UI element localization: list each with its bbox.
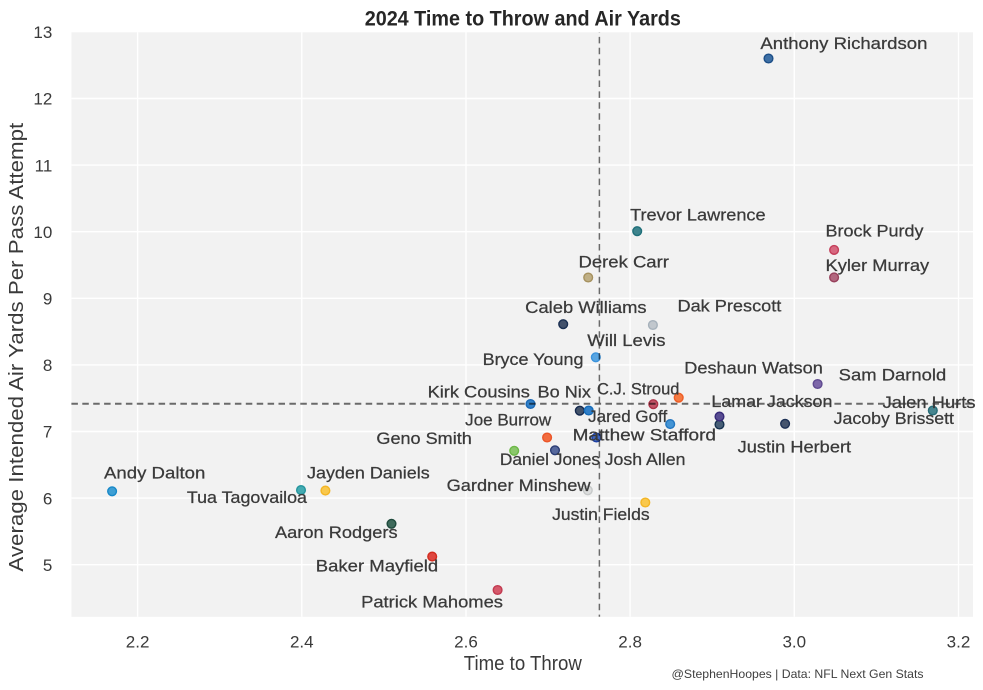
svg-text:Average Intended Air Yards Per: Average Intended Air Yards Per Pass Atte… xyxy=(6,122,28,571)
svg-text:Jared Goff: Jared Goff xyxy=(588,408,667,426)
svg-text:@StephenHoopes | Data: NFL Nex: @StephenHoopes | Data: NFL Next Gen Stat… xyxy=(672,667,924,681)
svg-text:Dak Prescott: Dak Prescott xyxy=(678,298,782,316)
svg-text:8: 8 xyxy=(43,356,52,375)
svg-text:Jacoby Brissett: Jacoby Brissett xyxy=(834,410,955,428)
svg-text:Trevor Lawrence: Trevor Lawrence xyxy=(630,207,766,225)
svg-text:2.4: 2.4 xyxy=(290,633,314,652)
svg-text:Aaron Rodgers: Aaron Rodgers xyxy=(275,524,398,542)
svg-text:2024 Time to Throw and Air Yar: 2024 Time to Throw and Air Yards xyxy=(365,7,681,30)
svg-text:Geno Smith: Geno Smith xyxy=(376,430,471,448)
svg-text:Caleb Williams: Caleb Williams xyxy=(525,299,646,317)
svg-text:2.8: 2.8 xyxy=(618,633,642,652)
svg-text:Bo Nix: Bo Nix xyxy=(538,384,592,402)
svg-text:Josh Allen: Josh Allen xyxy=(605,451,686,469)
svg-text:12: 12 xyxy=(33,90,52,109)
svg-text:Derek Carr: Derek Carr xyxy=(579,254,670,272)
svg-text:Jayden Daniels: Jayden Daniels xyxy=(307,465,430,483)
svg-text:Anthony Richardson: Anthony Richardson xyxy=(760,35,927,53)
svg-text:Andy Dalton: Andy Dalton xyxy=(104,465,205,483)
svg-text:Gardner Minshew: Gardner Minshew xyxy=(447,477,591,495)
svg-text:13: 13 xyxy=(33,23,52,42)
svg-text:Kirk Cousins: Kirk Cousins xyxy=(428,384,530,402)
svg-text:Justin Fields: Justin Fields xyxy=(552,506,650,524)
svg-text:7: 7 xyxy=(43,423,52,442)
svg-text:Matthew Stafford: Matthew Stafford xyxy=(573,426,716,444)
svg-text:Daniel Jones: Daniel Jones xyxy=(500,451,600,469)
svg-text:Will Levis: Will Levis xyxy=(587,332,665,350)
svg-text:Tua Tagovailoa: Tua Tagovailoa xyxy=(187,489,308,507)
svg-text:10: 10 xyxy=(33,223,52,242)
svg-text:9: 9 xyxy=(43,290,52,309)
svg-text:Patrick Mahomes: Patrick Mahomes xyxy=(361,594,503,612)
svg-text:Bryce Young: Bryce Young xyxy=(483,351,584,369)
svg-text:Jalen Hurts: Jalen Hurts xyxy=(883,394,976,412)
svg-text:3.2: 3.2 xyxy=(947,633,971,652)
svg-text:3.0: 3.0 xyxy=(782,633,806,652)
svg-text:Joe Burrow: Joe Burrow xyxy=(465,412,551,430)
svg-text:11: 11 xyxy=(35,156,53,175)
svg-text:2.6: 2.6 xyxy=(454,633,478,652)
svg-text:Lamar Jackson: Lamar Jackson xyxy=(711,393,832,411)
svg-text:2.2: 2.2 xyxy=(126,633,150,652)
svg-text:Brock Purdy: Brock Purdy xyxy=(826,222,925,240)
svg-text:Kyler Murray: Kyler Murray xyxy=(826,257,931,275)
svg-text:Justin Herbert: Justin Herbert xyxy=(738,439,852,457)
svg-text:Time to Throw: Time to Throw xyxy=(464,653,583,675)
svg-text:Baker Mayfield: Baker Mayfield xyxy=(316,557,438,575)
svg-text:Deshaun Watson: Deshaun Watson xyxy=(684,360,823,378)
svg-text:5: 5 xyxy=(43,556,52,575)
svg-text:6: 6 xyxy=(43,489,52,508)
svg-text:Sam Darnold: Sam Darnold xyxy=(839,367,947,385)
svg-text:C.J. Stroud: C.J. Stroud xyxy=(597,381,679,399)
